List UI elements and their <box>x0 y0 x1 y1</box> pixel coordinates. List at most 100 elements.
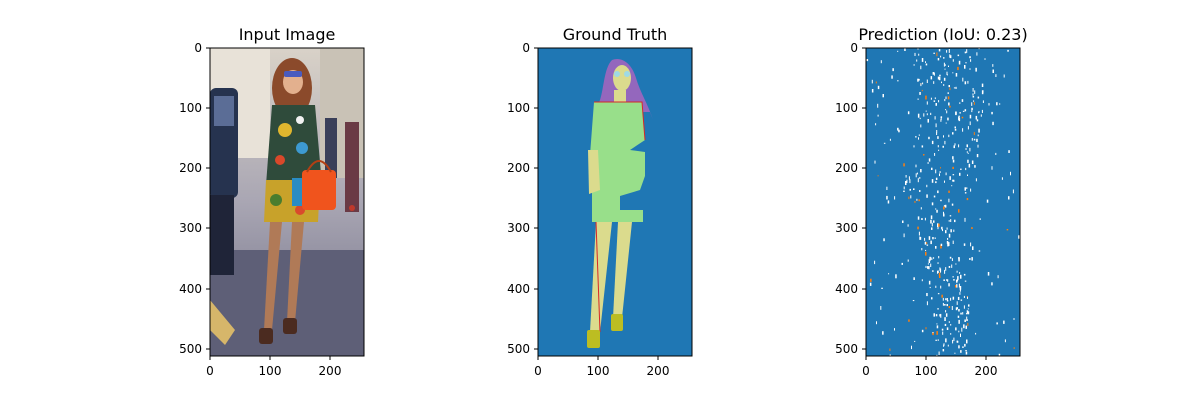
speckle-pixel <box>953 337 955 342</box>
speckle-pixel <box>976 119 979 122</box>
speckle-pixel <box>925 95 927 100</box>
speckle-pixel <box>975 332 977 335</box>
speckle-pixel <box>964 65 966 69</box>
speckle-pixel <box>889 348 891 351</box>
speckle-pixel <box>940 244 942 249</box>
speckle-pixel <box>943 205 945 207</box>
speckle-pixel <box>921 279 923 282</box>
speckle-pixel <box>926 79 928 83</box>
input-photo <box>210 48 364 356</box>
prediction-mask <box>866 48 1020 356</box>
speckle-pixel <box>956 270 958 273</box>
speckle-pixel <box>934 116 936 120</box>
speckle-pixel <box>964 343 966 347</box>
speckle-pixel <box>937 58 940 61</box>
speckle-pixel <box>967 126 969 130</box>
speckle-pixel <box>918 78 920 81</box>
speckle-pixel <box>944 140 946 145</box>
speckle-pixel <box>969 147 971 152</box>
speckle-pixel <box>935 123 937 128</box>
speckle-pixel <box>943 57 945 59</box>
speckle-pixel <box>948 266 951 268</box>
speckle-pixel <box>906 179 908 183</box>
speckle-pixel <box>958 60 961 65</box>
speckle-pixel <box>972 246 974 250</box>
speckle-pixel <box>940 167 941 169</box>
speckle-pixel <box>949 87 951 91</box>
speckle-pixel <box>921 89 923 92</box>
speckle-pixel <box>938 149 940 151</box>
speckle-pixel <box>946 241 949 244</box>
speckle-pixel <box>955 285 957 288</box>
speckle-pixel <box>967 159 969 163</box>
x-axis: 0 100 200 <box>534 356 669 378</box>
speckle-pixel <box>967 296 968 299</box>
speckle-pixel <box>960 312 962 315</box>
speckle-pixel <box>887 200 890 204</box>
speckle-pixel <box>942 297 944 301</box>
speckle-pixel <box>956 284 958 288</box>
speckle-pixel <box>883 142 886 144</box>
speckle-pixel <box>888 273 890 275</box>
speckle-pixel <box>917 226 919 230</box>
speckle-pixel <box>961 116 964 119</box>
speckle-pixel <box>943 344 945 347</box>
speckle-pixel <box>952 132 954 135</box>
speckle-pixel <box>955 307 958 311</box>
speckle-pixel <box>957 276 959 280</box>
speckle-pixel <box>987 272 990 276</box>
speckle-pixel <box>945 267 947 271</box>
speckle-pixel <box>974 90 976 94</box>
speckle-pixel <box>968 163 971 168</box>
speckle-pixel <box>938 223 940 227</box>
speckle-pixel <box>978 111 980 114</box>
panel-title: Ground Truth <box>563 25 668 44</box>
speckle-pixel <box>980 114 982 117</box>
speckle-pixel <box>940 55 942 58</box>
speckle-pixel <box>953 179 955 182</box>
x-axis: 0 100 200 <box>862 356 997 378</box>
speckle-pixel <box>971 110 973 113</box>
speckle-pixel <box>948 321 950 323</box>
speckle-pixel <box>943 279 945 281</box>
speckle-pixel <box>948 49 950 53</box>
speckle-pixel <box>917 113 920 118</box>
speckle-pixel <box>920 207 922 210</box>
speckle-pixel <box>928 266 930 270</box>
speckle-pixel <box>946 279 948 281</box>
speckle-pixel <box>995 74 997 77</box>
speckle-pixel <box>976 138 978 142</box>
speckle-pixel <box>920 169 922 173</box>
speckle-pixel <box>952 72 954 74</box>
speckle-pixel <box>925 327 927 330</box>
speckle-pixel <box>943 343 945 346</box>
speckle-pixel <box>930 76 933 80</box>
speckle-pixel <box>933 313 935 317</box>
speckle-pixel <box>903 190 905 192</box>
speckle-pixel <box>951 306 953 310</box>
speckle-pixel <box>926 184 928 188</box>
speckle-pixel <box>949 256 952 259</box>
speckle-pixel <box>908 176 910 180</box>
speckle-pixel <box>924 241 927 245</box>
speckle-pixel <box>970 188 972 192</box>
speckle-pixel <box>937 308 939 310</box>
speckle-pixel <box>928 158 931 162</box>
speckle-pixel <box>921 58 924 62</box>
speckle-pixel <box>960 350 962 353</box>
speckle-pixel <box>992 64 994 67</box>
speckle-pixel <box>961 99 964 102</box>
speckle-pixel <box>945 109 947 111</box>
y-axis: 0 100 200 300 400 500 <box>507 41 538 356</box>
speckle-pixel <box>949 54 951 58</box>
speckle-pixel <box>943 213 945 217</box>
speckle-pixel <box>897 127 899 131</box>
speckle-pixel <box>971 138 973 141</box>
speckle-pixel <box>930 219 932 224</box>
speckle-pixel <box>960 299 963 301</box>
speckle-pixel <box>959 172 961 176</box>
speckle-pixel <box>958 319 960 324</box>
speckle-pixel <box>959 112 961 114</box>
speckle-pixel <box>955 327 957 331</box>
speckle-pixel <box>877 103 879 108</box>
